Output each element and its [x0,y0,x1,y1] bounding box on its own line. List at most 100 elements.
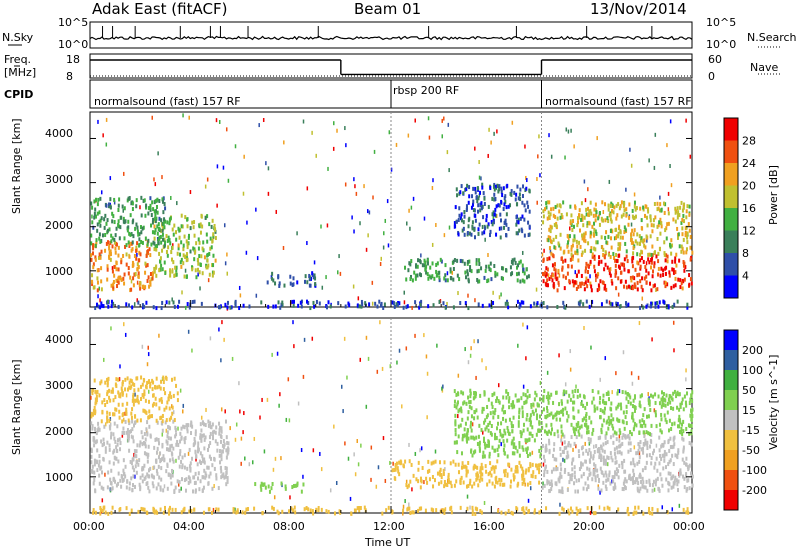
echo-cell [603,406,606,411]
echo-cell [583,422,586,427]
echo-speck [474,146,476,151]
echo-cell [686,486,689,491]
echo-cell [511,405,514,410]
echo-speck [327,166,329,171]
echo-cell [667,221,670,226]
echo-cell [600,458,603,463]
noise-right-top: 10^5 [706,16,737,29]
echo-cell [189,479,192,484]
echo-cell [206,239,209,244]
echo-speck [441,134,444,139]
echo-cell [522,267,525,272]
echo-cell [491,405,494,410]
echo-cell [490,220,493,225]
echo-cell [93,438,96,443]
echo-cell [648,252,651,257]
echo-cell [552,400,555,405]
echo-cell [153,236,156,241]
echo-cell [584,231,587,236]
echo-speck [170,195,172,200]
echo-cell [462,391,465,396]
echo-cell [147,399,150,404]
echo-cell [514,197,517,202]
echo-speck [360,443,362,448]
echo-cell [133,272,136,277]
echo-cell [558,479,561,484]
echo-cell [597,261,600,266]
echo-speck [124,411,126,416]
echo-cell [641,468,644,473]
echo-cell [599,396,602,401]
freq-strip-frame [89,53,693,79]
echo-cell [196,462,199,467]
echo-cell [578,425,581,430]
echo-speck [409,226,411,231]
echo-cell [583,215,586,220]
echo-cell [470,269,473,274]
echo-cell [648,402,651,407]
echo-speck [542,462,545,467]
echo-cell [515,215,518,220]
echo-cell [528,431,531,436]
noise-line [89,35,693,41]
echo-cell [619,443,622,448]
echo-cell [667,488,670,493]
echo-cell [504,431,507,436]
echo-cell [169,475,172,480]
echo-speck [595,278,597,283]
echo-cell [489,186,492,191]
echo-cell [139,487,142,492]
echo-cell [686,231,689,236]
echo-cell [654,392,657,397]
echo-cell [144,261,147,266]
echo-cell [429,265,432,270]
echo-cell [188,509,191,514]
echo-cell [193,507,196,512]
echo-cell [198,270,201,275]
echo-speck [227,178,230,183]
echo-cell [453,221,456,226]
echo-cell [564,467,567,472]
echo-cell [229,305,232,310]
echo-cell [129,275,132,280]
echo-speck [97,294,99,299]
echo-cell [161,456,164,461]
echo-cell [544,429,547,434]
echo-cell [180,257,183,262]
echo-cell [633,200,636,205]
echo-cell [652,218,655,223]
echo-cell [133,382,136,387]
echo-cell [642,450,645,455]
echo-cell [449,461,452,466]
echo-cell [462,401,465,406]
echo-cell [669,458,672,463]
echo-cell [189,461,192,466]
echo-speck [414,333,416,338]
echo-cell [117,377,120,382]
echo-cell [610,201,613,206]
echo-cell [636,260,639,265]
echo-cell [107,299,110,304]
echo-cell [167,436,170,441]
noise-right-bottom: 10^0 [706,38,737,51]
echo-cell [620,200,623,205]
echo-cell [500,421,503,426]
echo-cell [151,276,154,281]
echo-cell [546,413,549,418]
echo-cell [186,466,189,471]
echo-cell [163,217,166,222]
echo-cell [488,267,491,272]
echo-cell [461,417,464,422]
echo-cell [666,410,669,415]
echo-cell [553,457,556,462]
echo-speck [490,140,492,145]
freq-bottom-tick: 8 [66,70,73,83]
echo-cell [476,507,479,512]
echo-cell [199,230,202,235]
echo-cell [636,287,639,292]
echo-cell [487,204,490,209]
echo-cell [514,393,517,398]
echo-cell [662,466,665,471]
echo-cell [592,454,595,459]
echo-cell [175,230,178,235]
